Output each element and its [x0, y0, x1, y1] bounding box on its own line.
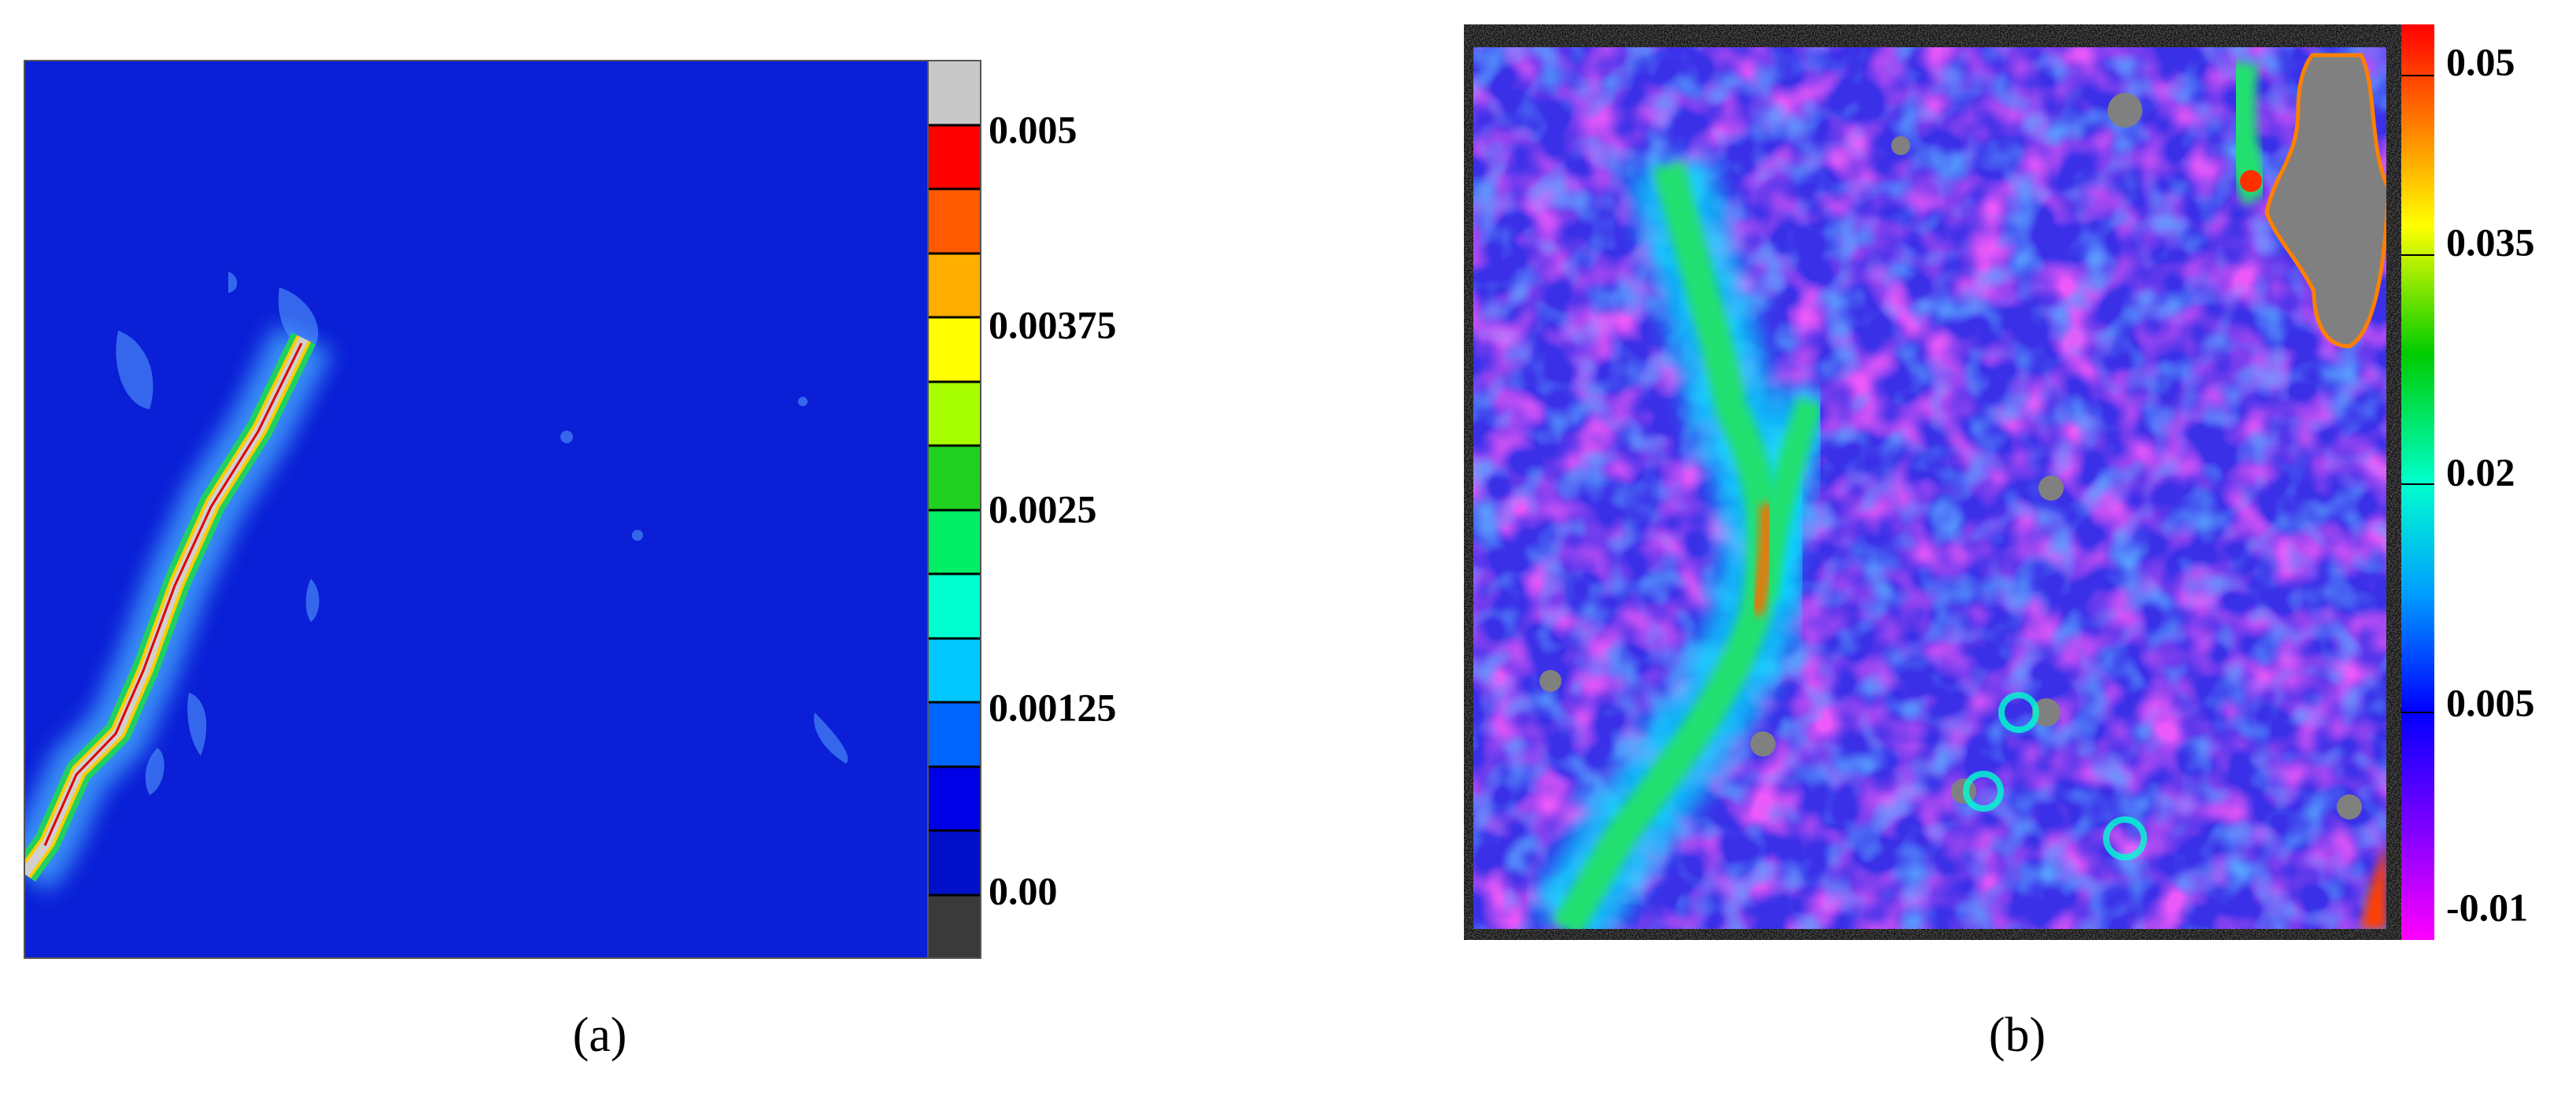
colorbar-label: 0.005 — [2446, 680, 2535, 724]
colorbar-label: 0.035 — [2446, 220, 2535, 264]
colorbar-label: 0.02 — [2446, 450, 2515, 494]
colorbar-label: 0.00 — [989, 868, 1058, 912]
colorbar-label: 0.05 — [2446, 39, 2515, 83]
colorbar-label: -0.01 — [2446, 885, 2528, 929]
panel-a: 0.005 0.00375 0.0025 0.00125 0.00 (a) — [24, 60, 1117, 1062]
panel-b: 0.05 0.035 0.02 0.005 -0.01 (b) — [1464, 24, 2535, 1062]
colorbar — [2401, 24, 2434, 940]
colorbar-label: 0.00125 — [989, 685, 1117, 729]
colorbar — [927, 60, 981, 959]
panel-caption: (a) — [573, 1008, 627, 1062]
strain-map — [1473, 47, 2386, 929]
colorbar-label: 0.0025 — [989, 487, 1097, 531]
colorbar-label: 0.005 — [989, 107, 1077, 151]
contour-map — [24, 61, 928, 958]
colorbar-label: 0.00375 — [989, 302, 1117, 346]
panel-caption: (b) — [1989, 1008, 2046, 1062]
